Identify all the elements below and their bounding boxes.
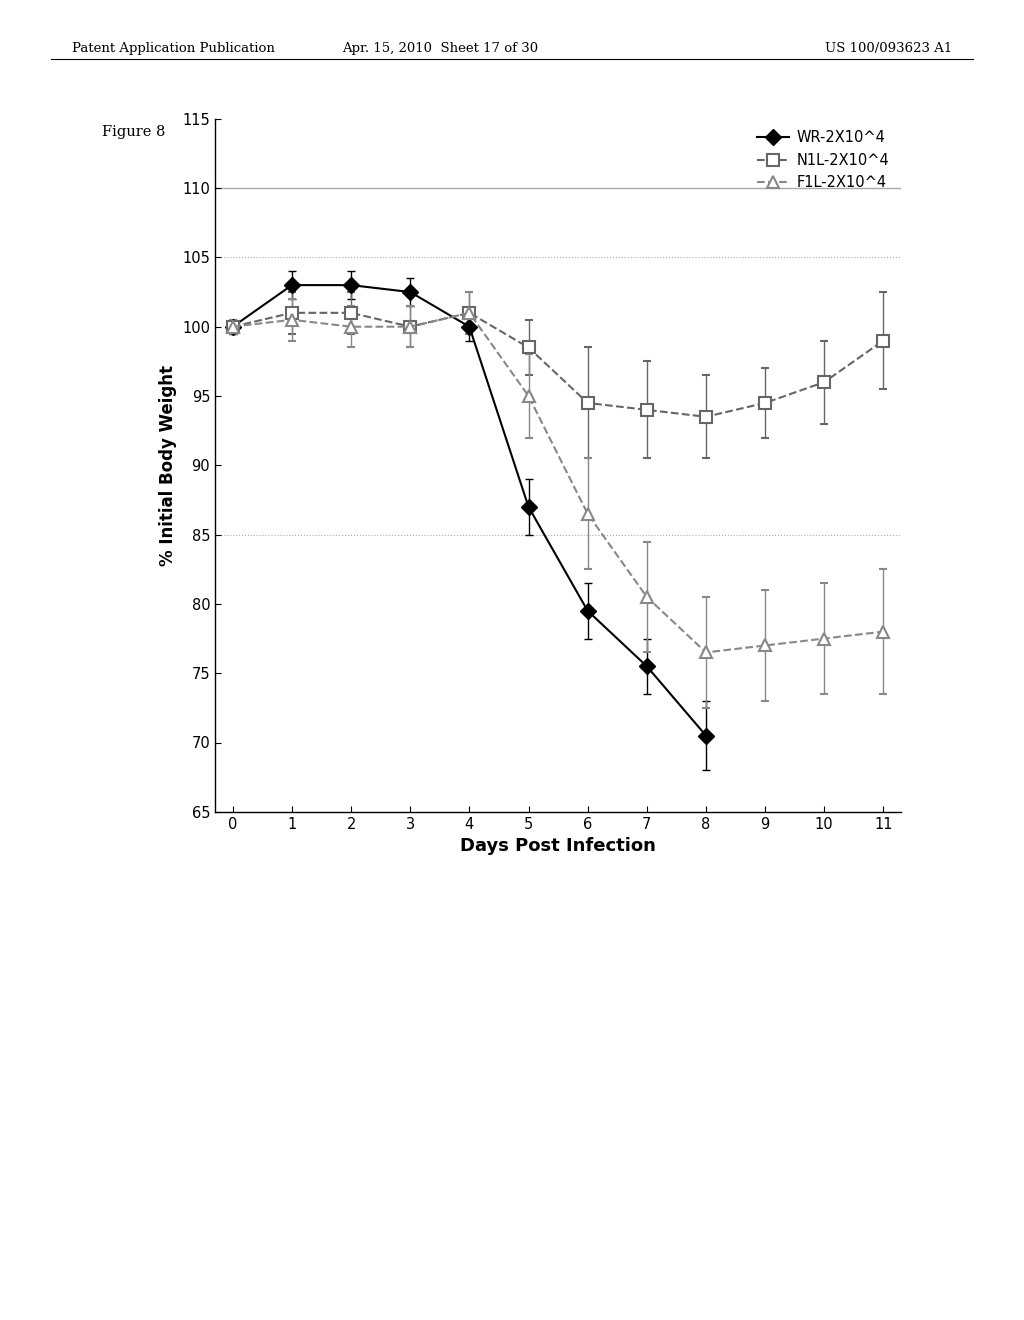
- Text: US 100/093623 A1: US 100/093623 A1: [825, 42, 952, 55]
- Text: Apr. 15, 2010  Sheet 17 of 30: Apr. 15, 2010 Sheet 17 of 30: [342, 42, 539, 55]
- X-axis label: Days Post Infection: Days Post Infection: [460, 837, 656, 855]
- Text: Figure 8: Figure 8: [102, 125, 166, 140]
- Legend: WR-2X10^4, N1L-2X10^4, F1L-2X10^4: WR-2X10^4, N1L-2X10^4, F1L-2X10^4: [753, 127, 894, 194]
- Y-axis label: % Initial Body Weight: % Initial Body Weight: [159, 364, 176, 566]
- Text: Patent Application Publication: Patent Application Publication: [72, 42, 274, 55]
